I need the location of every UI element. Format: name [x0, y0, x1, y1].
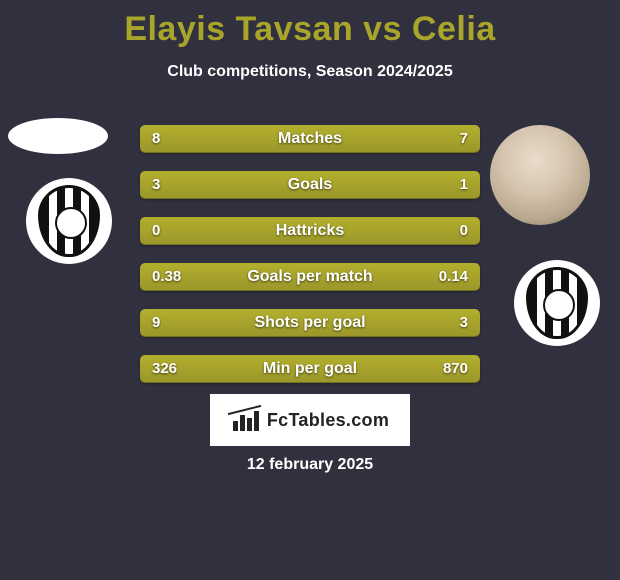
stat-left-value: 9	[152, 309, 160, 337]
date-label: 12 february 2025	[0, 456, 620, 474]
stat-bar-matches: 8 Matches 7	[140, 125, 480, 153]
shield-icon	[526, 267, 588, 339]
bar-chart-icon	[231, 409, 261, 431]
team-right-crest	[514, 260, 600, 346]
stat-right-value: 1	[460, 171, 468, 199]
stat-label: Goals	[140, 171, 480, 199]
stat-label: Shots per goal	[140, 309, 480, 337]
watermark: FcTables.com	[210, 394, 410, 446]
player-right-avatar	[490, 125, 590, 225]
shield-icon	[38, 185, 100, 257]
stat-right-value: 3	[460, 309, 468, 337]
stat-bar-shots-per-goal: 9 Shots per goal 3	[140, 309, 480, 337]
stat-bar-goals-per-match: 0.38 Goals per match 0.14	[140, 263, 480, 291]
subtitle: Club competitions, Season 2024/2025	[0, 63, 620, 81]
stat-bar-hattricks: 0 Hattricks 0	[140, 217, 480, 245]
stat-right-value: 0	[460, 217, 468, 245]
player-left-avatar	[8, 118, 108, 154]
team-left-crest	[26, 178, 112, 264]
stat-label: Hattricks	[140, 217, 480, 245]
page-title: Elayis Tavsan vs Celia	[0, 0, 620, 49]
stat-label: Goals per match	[140, 263, 480, 291]
stat-right-value: 870	[443, 355, 468, 383]
stat-left-value: 8	[152, 125, 160, 153]
stat-left-value: 326	[152, 355, 177, 383]
stat-label: Matches	[140, 125, 480, 153]
stat-bar-goals: 3 Goals 1	[140, 171, 480, 199]
stat-left-value: 0	[152, 217, 160, 245]
stat-right-value: 7	[460, 125, 468, 153]
stat-left-value: 3	[152, 171, 160, 199]
stat-right-value: 0.14	[439, 263, 468, 291]
stat-label: Min per goal	[140, 355, 480, 383]
stat-bar-min-per-goal: 326 Min per goal 870	[140, 355, 480, 383]
stat-left-value: 0.38	[152, 263, 181, 291]
watermark-text: FcTables.com	[267, 410, 389, 431]
comparison-bars: 8 Matches 7 3 Goals 1 0 Hattricks 0 0.38…	[140, 125, 480, 401]
